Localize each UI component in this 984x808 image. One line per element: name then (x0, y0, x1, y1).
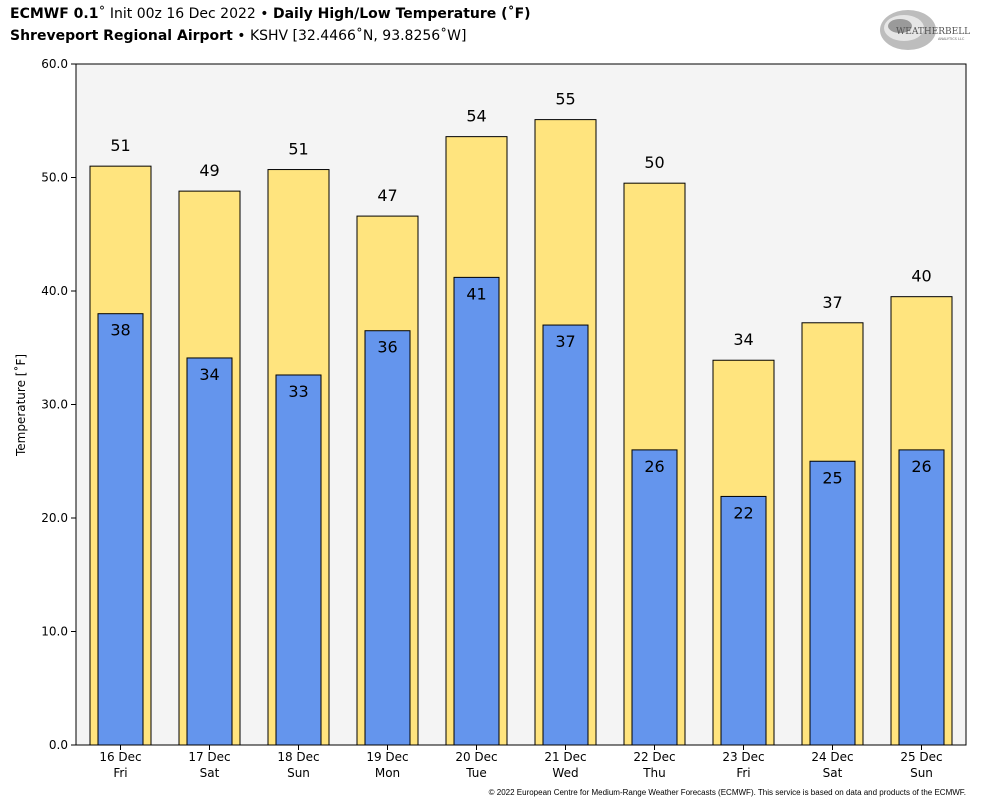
x-tick-date: 17 Dec (188, 750, 230, 764)
low-temp-label: 33 (288, 382, 308, 401)
weatherbell-logo: WEATHERBELL ANALYTICS LLC (880, 10, 970, 50)
y-tick-label: 60.0 (41, 57, 68, 71)
y-tick-label: 50.0 (41, 171, 68, 185)
logo-text: WEATHERBELL (896, 27, 970, 37)
high-temp-label: 37 (822, 293, 842, 312)
model-name: ECMWF 0.1 (10, 6, 99, 22)
high-temp-label: 55 (555, 90, 575, 109)
high-temp-label: 34 (733, 330, 753, 349)
x-tick-day: Fri (113, 766, 127, 780)
x-tick-day: Tue (465, 766, 487, 780)
high-temp-label: 50 (644, 153, 664, 172)
chart-title-line-2: Shreveport Regional Airport • KSHV [32.4… (10, 28, 467, 44)
low-temp-bar (364, 330, 411, 746)
x-tick-date: 16 Dec (99, 750, 141, 764)
low-temp-bar (542, 324, 589, 746)
y-axis: 0.0 10.0 20.0 30.0 40.0 50.0 60.0 (41, 57, 76, 752)
station-name: Shreveport Regional Airport (10, 28, 233, 44)
low-temp-bar (97, 313, 144, 746)
degree-symbol: ˚ (98, 6, 106, 22)
x-tick-date: 18 Dec (277, 750, 319, 764)
x-tick-date: 19 Dec (366, 750, 408, 764)
init-time: Init 00z 16 Dec 2022 (109, 6, 256, 22)
x-tick-date: 24 Dec (811, 750, 853, 764)
y-tick-label: 10.0 (41, 625, 68, 639)
bullet-separator: • (260, 6, 269, 22)
low-temp-label: 26 (644, 457, 664, 476)
y-tick-label: 30.0 (41, 398, 68, 412)
high-temp-label: 47 (377, 186, 397, 205)
product-name: Daily High/Low Temperature (˚F) (272, 6, 531, 22)
x-tick-date: 20 Dec (455, 750, 497, 764)
high-temp-label: 51 (110, 136, 130, 155)
copyright-footer: © 2022 European Centre for Medium-Range … (488, 788, 966, 797)
low-temp-label: 38 (110, 321, 130, 340)
low-temp-label: 34 (199, 365, 219, 384)
low-temp-bar (898, 449, 945, 746)
low-temp-label: 36 (377, 338, 397, 357)
y-tick-label: 20.0 (41, 511, 68, 525)
high-temp-label: 54 (466, 107, 486, 126)
x-tick-day: Fri (736, 766, 750, 780)
x-tick-date: 21 Dec (544, 750, 586, 764)
y-tick-label: 40.0 (41, 284, 68, 298)
chart-title-line-1: ECMWF 0.1˚ Init 00z 16 Dec 2022 • Daily … (10, 6, 531, 22)
bullet-separator: • (237, 28, 246, 44)
logo-subtext: ANALYTICS LLC (938, 37, 965, 41)
low-temp-label: 37 (555, 332, 575, 351)
x-axis: 16 Dec Fri 17 Dec Sat 18 Dec Sun 19 Dec Mon 20 D… (99, 745, 943, 780)
low-temp-bar (186, 357, 233, 746)
low-temp-bar (453, 276, 500, 746)
high-temp-label: 51 (288, 140, 308, 159)
high-temp-label: 49 (199, 161, 219, 180)
low-temp-label: 22 (733, 503, 753, 522)
x-tick-day: Sun (910, 766, 933, 780)
x-tick-date: 23 Dec (722, 750, 764, 764)
low-temp-bar (809, 460, 856, 746)
x-tick-day: Sat (200, 766, 220, 780)
low-temp-bar (720, 495, 767, 746)
low-temp-label: 26 (911, 457, 931, 476)
x-tick-day: Thu (642, 766, 666, 780)
x-tick-day: Sun (287, 766, 310, 780)
low-temp-label: 25 (822, 468, 842, 487)
low-temp-bar (275, 374, 322, 746)
x-tick-date: 22 Dec (633, 750, 675, 764)
low-temp-label: 41 (466, 284, 486, 303)
y-tick-label: 0.0 (49, 738, 68, 752)
low-temp-bar (631, 449, 678, 746)
x-tick-day: Wed (552, 766, 578, 780)
x-tick-date: 25 Dec (900, 750, 942, 764)
high-temp-label: 40 (911, 267, 931, 286)
x-tick-day: Sat (823, 766, 843, 780)
x-tick-day: Mon (375, 766, 400, 780)
station-meta: KSHV [32.4466˚N, 93.8256˚W] (249, 28, 467, 44)
bar-series: 51 38 49 34 51 33 47 36 54 41 55 37 50 26 34 22 37 25 40 26 (89, 90, 953, 746)
